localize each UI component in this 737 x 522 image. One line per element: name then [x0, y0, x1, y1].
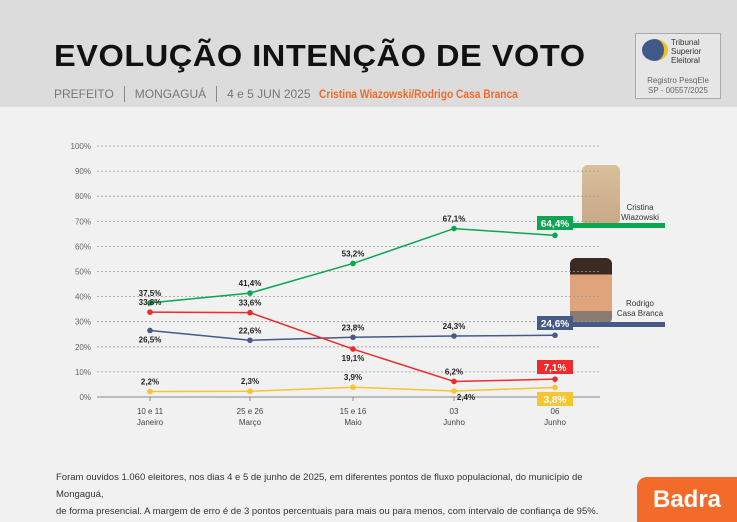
end-value-badge [537, 392, 573, 406]
data-label: 2,2% [141, 377, 159, 386]
x-tick-label: Março [239, 418, 262, 427]
tse-badge: Tribunal Superior Eleitoral Registro PesqE… [635, 33, 721, 99]
data-point [552, 376, 558, 382]
end-value-label: 64,4% [541, 219, 569, 230]
y-tick-label: 40% [75, 293, 91, 302]
candidates: Cristina Wiazowski/Rodrigo Casa Branca [318, 87, 518, 101]
data-point [247, 290, 253, 296]
data-point [350, 260, 356, 267]
city: MONGAGUÁ [134, 87, 207, 101]
subtitle-bar: PREFEITO MONGAGUÁ 4 e 5 JUN 2025 Cristin… [54, 86, 552, 102]
y-tick-label: 80% [75, 192, 91, 201]
legend-name: Rodrigo [626, 299, 655, 308]
data-label: 3,9% [344, 373, 362, 382]
data-label: 26,5% [139, 335, 162, 344]
tse-name: Tribunal Superior Eleitoral [671, 38, 702, 65]
legend-name: Cristina [626, 203, 654, 212]
x-tick-label: Janeiro [137, 418, 164, 427]
rodrigo-photo [570, 258, 612, 324]
data-point [451, 333, 457, 339]
x-tick-label: 03 [450, 407, 459, 416]
data-label: 2,4% [457, 393, 475, 402]
data-point [247, 388, 253, 395]
tse-registry: Registro PesqEle SP - 00557/2025 [647, 76, 709, 95]
x-tick-label: 25 e 26 [237, 407, 264, 416]
end-value-label: 24,6% [541, 319, 569, 330]
office: PREFEITO [54, 87, 114, 101]
y-tick-label: 50% [75, 268, 91, 277]
data-label: 22,6% [239, 326, 262, 335]
y-tick-label: 100% [71, 142, 91, 151]
badra-logo: Badra [637, 477, 737, 522]
methodology-note: Foram ouvidos 1.060 eleitores, nos dias … [56, 472, 599, 517]
data-label: 33,8% [139, 298, 162, 307]
tse-logo-icon [642, 39, 668, 61]
data-point [451, 378, 457, 385]
end-value-badge [537, 316, 573, 330]
y-tick-label: 90% [75, 167, 91, 176]
data-label: 6,2% [445, 367, 463, 376]
y-tick-label: 10% [75, 368, 91, 377]
x-tick-label: Junho [544, 418, 566, 427]
data-label: 67,1% [443, 215, 466, 224]
data-label: 53,2% [342, 249, 365, 258]
end-value-label: 7,1% [544, 363, 567, 374]
data-point [147, 388, 153, 395]
data-point [451, 388, 457, 394]
legend-name: Wiazowski [621, 213, 659, 222]
data-label: 19,1% [342, 354, 365, 363]
divider [123, 86, 125, 102]
data-point [247, 309, 253, 316]
data-point [350, 346, 356, 352]
data-label: 23,8% [342, 323, 365, 332]
x-tick-label: Maio [344, 418, 362, 427]
x-tick-label: 15 e 16 [340, 407, 367, 416]
data-point [552, 232, 558, 239]
data-point [147, 300, 153, 306]
y-tick-label: 70% [75, 217, 91, 226]
x-tick-label: Junho [443, 418, 465, 427]
page-title: EVOLUÇÃO INTENÇÃO DE VOTO [54, 38, 586, 73]
y-tick-label: 20% [75, 343, 91, 352]
data-point [147, 309, 153, 315]
data-label: 41,4% [239, 279, 262, 288]
divider [216, 86, 218, 102]
legend-name: Casa Branca [617, 309, 664, 318]
end-value-badge [537, 216, 573, 230]
end-value-badge [537, 360, 573, 374]
data-label: 2,3% [241, 377, 259, 386]
data-label: 37,5% [139, 289, 162, 298]
x-tick-label: 06 [551, 407, 560, 416]
data-point [350, 334, 356, 341]
data-point [451, 225, 457, 232]
header: EVOLUÇÃO INTENÇÃO DE VOTO PREFEITO MONGA… [0, 0, 737, 107]
end-value-label: 3,8% [544, 395, 567, 406]
y-tick-label: 60% [75, 242, 91, 251]
end-bar [573, 223, 665, 228]
date: 4 e 5 JUN 2025 [227, 87, 311, 101]
data-point [147, 327, 153, 334]
end-bar [573, 322, 665, 327]
x-tick-label: 10 e 11 [137, 407, 164, 416]
data-label: 33,6% [239, 299, 262, 308]
y-tick-label: 0% [79, 393, 91, 402]
data-point [247, 337, 253, 344]
data-point [552, 384, 558, 391]
data-point [350, 384, 356, 391]
y-tick-label: 30% [75, 318, 91, 327]
data-point [552, 332, 558, 339]
cristina-photo [582, 165, 620, 225]
data-label: 24,3% [443, 322, 466, 331]
